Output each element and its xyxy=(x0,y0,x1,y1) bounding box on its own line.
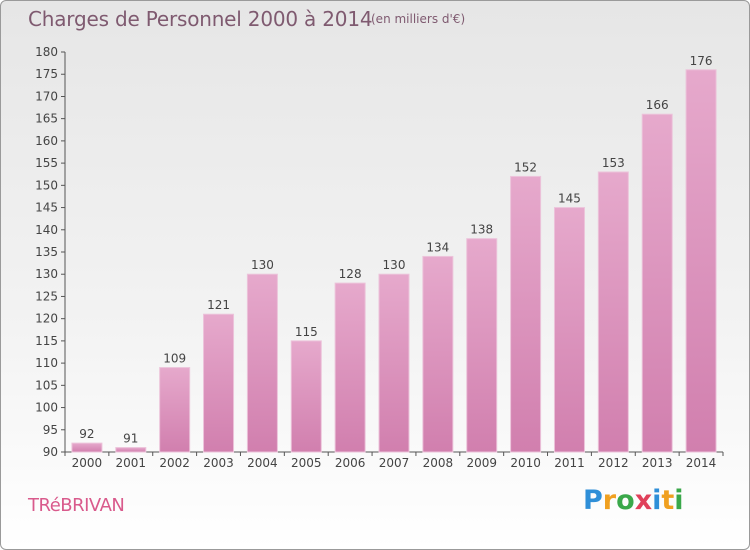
data-label: 92 xyxy=(79,427,94,441)
y-tick-label: 90 xyxy=(43,445,58,459)
data-label: 153 xyxy=(602,156,625,170)
data-label: 152 xyxy=(514,160,537,174)
x-tick-label: 2014 xyxy=(686,456,717,470)
data-label: 121 xyxy=(207,298,230,312)
bar-2002 xyxy=(159,367,191,453)
y-tick-label: 160 xyxy=(35,134,58,148)
y-tick-label: 150 xyxy=(35,178,58,192)
data-label: 145 xyxy=(558,192,581,206)
bar-2007 xyxy=(378,273,410,453)
bar-2003 xyxy=(203,313,235,453)
y-tick-label: 145 xyxy=(35,201,58,215)
x-tick-label: 2010 xyxy=(510,456,541,470)
commune-name: TRéBRIVAN xyxy=(28,495,125,516)
bar-2009 xyxy=(466,238,498,453)
bar-2000 xyxy=(71,442,103,453)
data-label: 166 xyxy=(646,98,669,112)
chart-title: Charges de Personnel 2000 à 2014 xyxy=(28,7,373,31)
y-tick-label: 170 xyxy=(35,89,58,103)
data-label: 115 xyxy=(295,325,318,339)
data-label: 128 xyxy=(339,267,362,281)
x-tick-label: 2000 xyxy=(72,456,103,470)
bar-2013 xyxy=(641,113,673,453)
logo-letter: x xyxy=(634,485,653,516)
x-tick-label: 2003 xyxy=(203,456,234,470)
y-tick-label: 115 xyxy=(35,334,58,348)
bar-2008 xyxy=(422,255,454,453)
x-tick-label: 2006 xyxy=(335,456,366,470)
y-tick-label: 95 xyxy=(43,423,58,437)
y-tick-label: 110 xyxy=(35,356,58,370)
y-tick-label: 165 xyxy=(35,112,58,126)
x-tick-label: 2013 xyxy=(642,456,673,470)
logo-letter: o xyxy=(616,485,635,516)
data-label: 130 xyxy=(383,258,406,272)
logo-letter: i xyxy=(652,485,662,516)
data-label: 91 xyxy=(123,432,138,446)
proxiti-logo: Proxiti xyxy=(583,485,684,516)
x-tick-label: 2004 xyxy=(247,456,278,470)
x-tick-label: 2008 xyxy=(423,456,454,470)
x-tick-label: 2012 xyxy=(598,456,629,470)
logo-letter: t xyxy=(661,485,675,516)
bar-2011 xyxy=(553,207,585,453)
bar-2005 xyxy=(290,340,322,453)
bar-2006 xyxy=(334,282,366,453)
data-label: 134 xyxy=(426,240,449,254)
logo-letter: P xyxy=(583,485,603,516)
x-tick-label: 2005 xyxy=(291,456,322,470)
bar-2012 xyxy=(597,171,629,453)
x-tick-label: 2007 xyxy=(379,456,410,470)
y-tick-label: 180 xyxy=(35,45,58,59)
x-tick-label: 2002 xyxy=(159,456,190,470)
y-tick-label: 100 xyxy=(35,401,58,415)
bar-2004 xyxy=(246,273,278,453)
y-tick-label: 140 xyxy=(35,223,58,237)
data-label: 176 xyxy=(690,54,713,68)
data-label: 130 xyxy=(251,258,274,272)
y-tick-label: 130 xyxy=(35,267,58,281)
y-tick-label: 120 xyxy=(35,312,58,326)
y-tick-label: 135 xyxy=(35,245,58,259)
chart-subtitle: (en milliers d'€) xyxy=(371,12,466,26)
y-tick-label: 105 xyxy=(35,378,58,392)
logo-letter: r xyxy=(602,485,617,516)
data-label: 109 xyxy=(163,352,186,366)
bar-2014 xyxy=(685,69,717,453)
bar-2001 xyxy=(115,447,147,453)
x-tick-label: 2009 xyxy=(466,456,497,470)
x-tick-label: 2001 xyxy=(116,456,147,470)
y-tick-label: 125 xyxy=(35,289,58,303)
y-tick-label: 155 xyxy=(35,156,58,170)
logo-letter: i xyxy=(674,485,684,516)
x-tick-label: 2011 xyxy=(554,456,585,470)
y-tick-label: 175 xyxy=(35,67,58,81)
data-label: 138 xyxy=(470,223,493,237)
bar-2010 xyxy=(510,175,542,453)
